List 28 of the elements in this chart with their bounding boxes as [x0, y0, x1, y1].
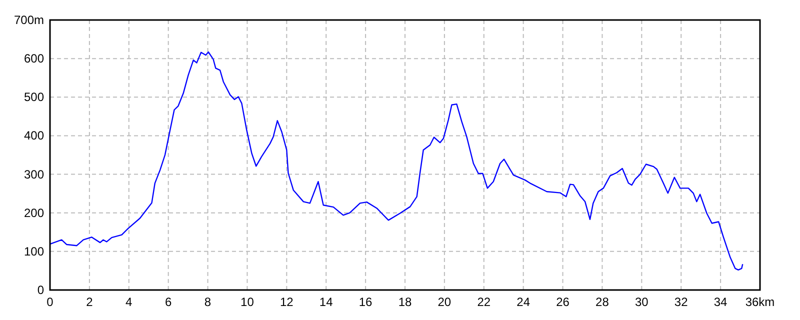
x-tick-label: 30: [634, 295, 649, 309]
y-tick-label: 500: [24, 90, 44, 104]
x-tick-label: 16: [358, 295, 373, 309]
x-tick-label: 0: [46, 295, 54, 309]
x-tick-label: 2: [86, 295, 94, 309]
x-tick-label: 12: [280, 295, 294, 309]
x-tick-label: 28: [596, 295, 610, 309]
y-tick-label: 200: [24, 206, 44, 220]
x-tick-label: 22: [477, 295, 491, 309]
line-series: [49, 51, 744, 271]
y-tick-label: 700m: [14, 13, 44, 27]
x-tick-label: 4: [126, 295, 133, 309]
x-tick-label: 34: [714, 295, 728, 309]
x-tick-label: 8: [204, 295, 212, 309]
y-tick-label: 600: [24, 52, 44, 66]
y-tick-label: 400: [24, 128, 44, 143]
x-tick-label: 18: [398, 295, 412, 309]
x-tick-label: 32: [674, 295, 688, 309]
x-tick-label: 36km: [745, 295, 775, 309]
y-tick-label: 300: [24, 167, 44, 182]
x-tick-label: 20: [438, 295, 452, 309]
y-tick-label: 100: [24, 244, 44, 258]
x-tick-label: 26: [556, 295, 570, 309]
x-tick-label: 24: [516, 295, 530, 309]
x-tick-label: 14: [319, 295, 334, 309]
x-tick-label: 10: [240, 295, 254, 309]
y-tick-label: 0: [37, 283, 44, 297]
x-tick-label: 6: [164, 295, 172, 309]
